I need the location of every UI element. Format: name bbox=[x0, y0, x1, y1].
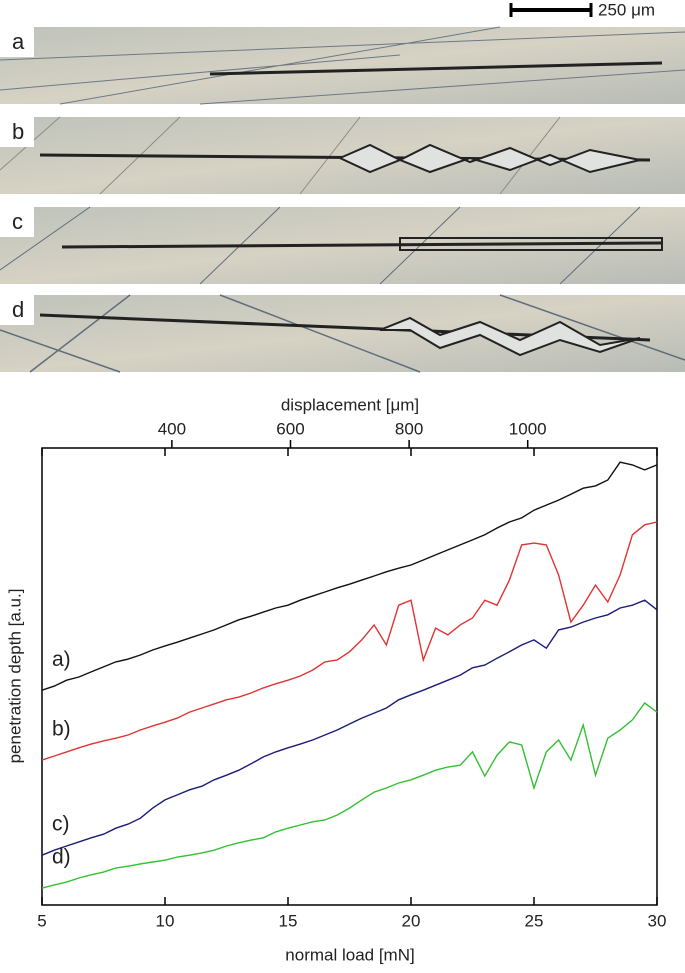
micrograph-c: c bbox=[0, 206, 685, 285]
plot-frame bbox=[41, 447, 658, 906]
series-label: d) bbox=[52, 846, 71, 869]
series-line bbox=[41, 599, 658, 856]
series-line bbox=[41, 702, 658, 889]
scale-bar: 250 μm bbox=[509, 0, 655, 19]
x-tick-label: 30 bbox=[648, 911, 667, 930]
x-tick-label: 5 bbox=[37, 911, 46, 930]
x-axis-label: normal load [mN] bbox=[285, 945, 414, 964]
panel-label: b bbox=[12, 119, 24, 144]
x-tick-label: 20 bbox=[402, 911, 421, 930]
x2-axis-label: displacement [μm] bbox=[281, 395, 419, 414]
panel-label: a bbox=[12, 29, 25, 54]
series-label: a) bbox=[52, 648, 71, 671]
x2-tick-label: 1000 bbox=[509, 419, 547, 438]
x2-tick-label: 400 bbox=[158, 419, 186, 438]
series-line bbox=[41, 521, 658, 761]
x-tick-label: 10 bbox=[156, 911, 175, 930]
y-axis-label: penetration depth [a.u.] bbox=[5, 589, 24, 764]
series-label: b) bbox=[52, 718, 71, 741]
scale-bar-label: 250 μm bbox=[598, 0, 655, 19]
series-line bbox=[41, 461, 658, 691]
x2-tick-label: 600 bbox=[276, 419, 304, 438]
micrograph-d: d bbox=[0, 294, 685, 373]
x2-tick-label: 800 bbox=[395, 419, 423, 438]
series-label: c) bbox=[52, 813, 70, 836]
micrograph-b: b bbox=[0, 116, 685, 195]
micrograph-a: a bbox=[0, 26, 685, 105]
x-tick-label: 15 bbox=[279, 911, 298, 930]
panel-label: c bbox=[12, 209, 23, 234]
x-tick-label: 25 bbox=[525, 911, 544, 930]
panel-label: d bbox=[12, 297, 24, 322]
